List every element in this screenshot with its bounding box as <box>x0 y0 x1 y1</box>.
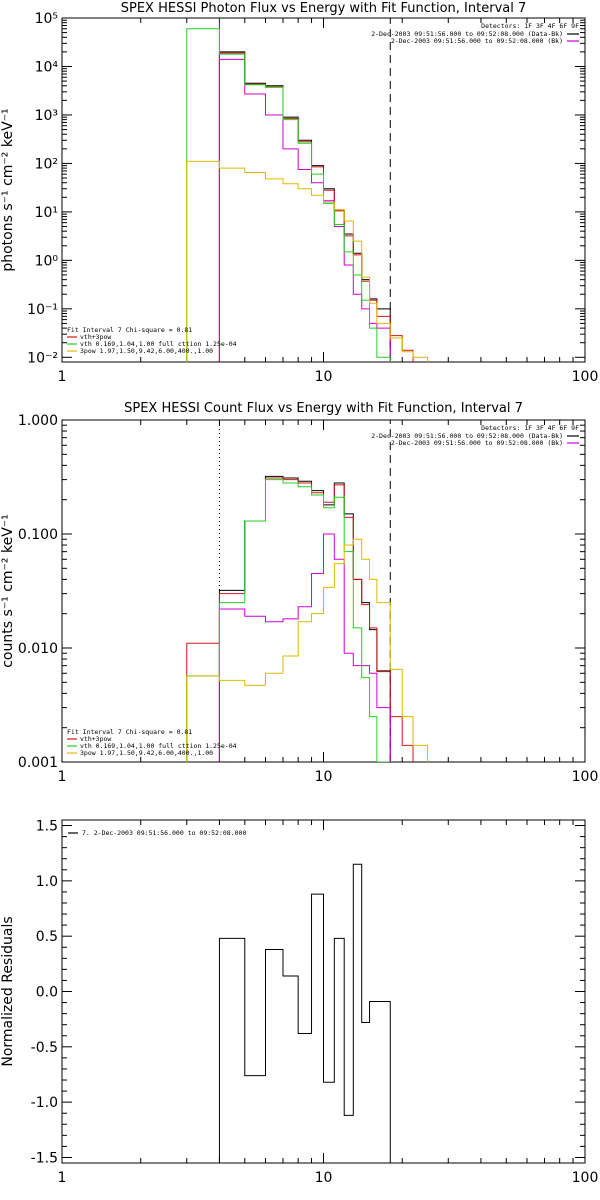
count-y-tick-label: 0.001 <box>18 755 58 771</box>
photon-series-3pow <box>186 160 429 362</box>
count-x-tick-label: 100 <box>572 769 599 785</box>
count-y-tick-label: 0.010 <box>18 641 58 657</box>
count-chart-title: SPEX HESSI Count Flux vs Energy with Fit… <box>124 401 523 416</box>
count-series-bk <box>218 533 391 762</box>
photon-series-vth-3pow <box>218 52 414 362</box>
photon-legend-left-label: Fit Interval 7 Chi-square = 0.81 <box>67 326 192 334</box>
photon-y-tick-label: 10² <box>35 156 58 172</box>
residual-x-tick-label: 10 <box>315 1170 333 1186</box>
residual-y-tick-label: 0.5 <box>36 929 58 945</box>
count-x-tick-label: 10 <box>315 769 333 785</box>
count-legend-right-label: 2-Dec-2003 09:51:56.000 to 09:52:08.000 … <box>371 432 563 440</box>
photon-y-tick-label: 10⁻¹ <box>27 302 58 318</box>
count-y-tick-label: 1.000 <box>18 413 58 429</box>
residual-y-tick-label: -1.5 <box>31 1150 58 1166</box>
photon-y-tick-label: 10³ <box>35 108 58 124</box>
count-x-tick-label: 1 <box>58 769 67 785</box>
count-series-3pow <box>186 538 429 762</box>
residual-x-tick-label: 100 <box>572 1170 599 1186</box>
photon-legend-left-label: vth+3pow <box>80 333 111 341</box>
count-y-axis-label: counts s⁻¹ cm⁻² keV⁻¹ <box>0 514 16 668</box>
count-legend-left-label: Fit Interval 7 Chi-square = 0.81 <box>67 728 192 736</box>
photon-series-vth <box>186 28 391 362</box>
photon-series-group <box>186 28 429 362</box>
residual-y-tick-label: -0.5 <box>31 1040 58 1056</box>
photon-x-tick-label: 10 <box>315 369 333 385</box>
residuals-panel: Normalized Residuals 1 10 100 -1.5 -1.0 -0.5 0.… <box>0 819 598 1186</box>
photon-legend-left-label: vth 0.169,1.04,1.00 full cttion 1.25e-04 <box>80 340 237 348</box>
photon-y-tick-label: 10⁴ <box>35 59 59 75</box>
count-legend-right-label: 2-Dec-2003 09:51:56.000 to 09:52:08.000 … <box>391 439 563 447</box>
count-legend-left-label: 3pow 1.97,1.50,9.42,6.00,400.,1.00 <box>80 749 213 757</box>
photon-legend-right-label: 2-Dec-2003 09:51:56.000 to 09:52:08.000 … <box>371 30 563 38</box>
residual-y-tick-label: -1.0 <box>31 1095 58 1111</box>
residual-y-axis-label: Normalized Residuals <box>0 916 16 1066</box>
residual-y-tick-label: 1.5 <box>36 819 58 835</box>
residual-series-group <box>218 863 391 1163</box>
photon-y-tick-label: 10⁻² <box>27 350 58 366</box>
photon-detectors-label: Detectors: 1F 3F 4F 6F 9F <box>481 22 579 30</box>
photon-y-tick-label: 10⁵ <box>35 11 58 27</box>
residual-legend-left-label: 7. 2-Dec-2003 09:51:56.000 to 09:52:08.0… <box>82 829 246 837</box>
count-legend-left-label: vth 0.169,1.04,1.00 full cttion 1.25e-04 <box>80 742 237 750</box>
residual-y-tick-label: 0.0 <box>36 985 58 1001</box>
photon-legend-left-label: 3pow 1.97,1.50,9.42,6.00,400.,1.00 <box>80 347 213 355</box>
photon-x-tick-label: 1 <box>58 369 67 385</box>
photon-flux-panel: SPEX HESSI Photon Flux vs Energy with Fi… <box>0 1 598 385</box>
count-legend-left-label: vth+3pow <box>80 735 111 743</box>
count-detectors-label: Detectors: 1F 3F 4F 6F 9F <box>481 424 579 432</box>
photon-x-tick-label: 100 <box>572 369 599 385</box>
residual-y-tick-label: 1.0 <box>36 874 58 890</box>
count-series-vth <box>186 479 391 762</box>
photon-y-tick-label: 10⁰ <box>35 253 59 269</box>
residual-x-tick-label: 1 <box>58 1170 67 1186</box>
residual-series-7-2-dec-2003-09-51-56-000-to-0 <box>218 863 391 1163</box>
photon-y-tick-label: 10¹ <box>35 205 58 221</box>
photon-y-axis-label: photons s⁻¹ cm⁻² keV⁻¹ <box>0 108 16 271</box>
photon-legend-right-label: 2-Dec-2003 09:51:56.000 to 09:52:08.000 … <box>391 37 563 45</box>
photon-chart-title: SPEX HESSI Photon Flux vs Energy with Fi… <box>121 1 527 16</box>
count-series-group <box>186 475 429 762</box>
count-y-tick-label: 0.100 <box>18 527 58 543</box>
count-flux-panel: SPEX HESSI Count Flux vs Energy with Fit… <box>0 401 598 785</box>
